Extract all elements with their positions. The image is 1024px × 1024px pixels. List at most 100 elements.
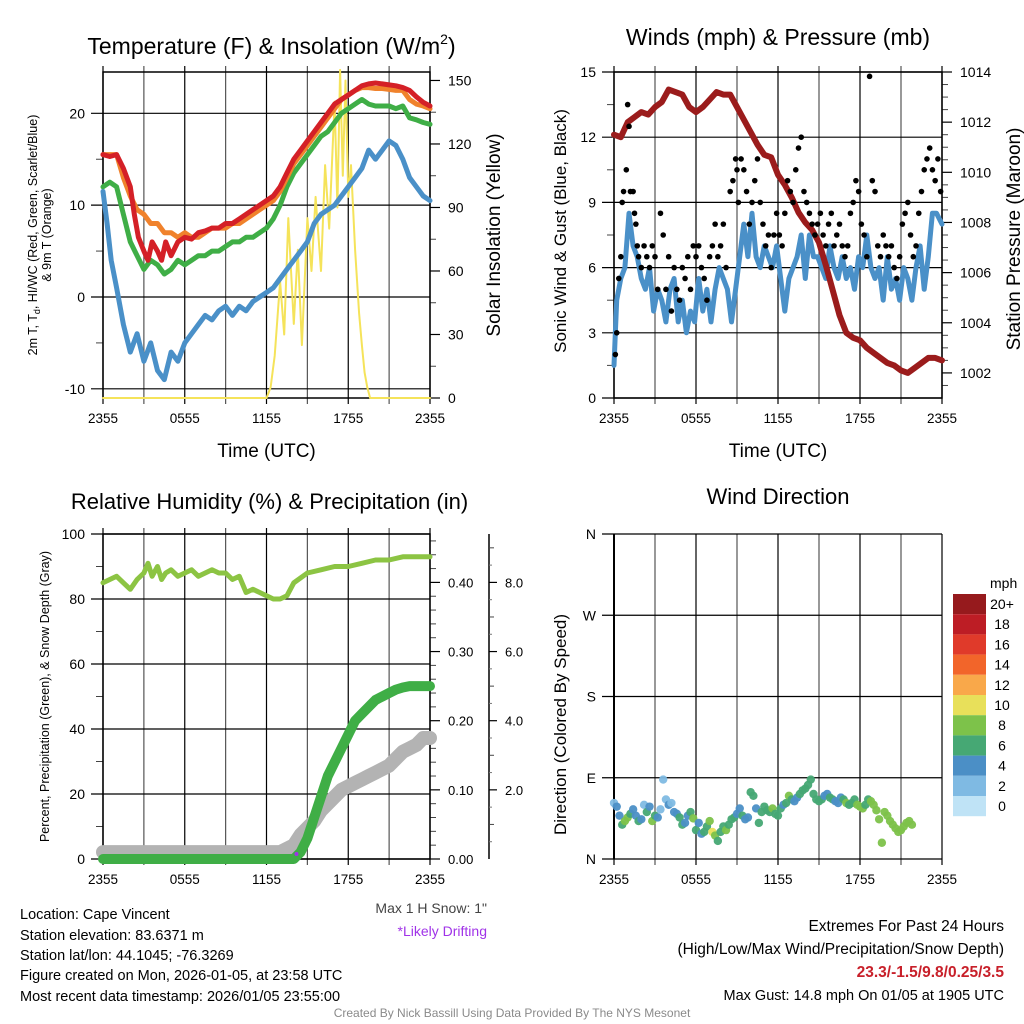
gust-point [693, 253, 699, 260]
direction-point [877, 838, 887, 847]
gust-point [839, 243, 846, 249]
gust-point [820, 232, 826, 238]
gust-point [665, 253, 672, 260]
direction-point [754, 818, 764, 828]
gust-point [638, 264, 645, 271]
gust-point [907, 232, 914, 238]
gust-point [861, 232, 867, 238]
direction-point [628, 805, 638, 814]
gust-point [853, 177, 859, 184]
gust-point [866, 73, 873, 80]
gust-point [833, 232, 840, 238]
gust-point [913, 243, 919, 249]
y3-tick-label: 6.0 [505, 645, 523, 660]
direction-point [612, 802, 621, 811]
gust-point [812, 232, 818, 238]
gust-point [776, 232, 783, 238]
y-tick-label: 9 [588, 194, 596, 210]
gust-point [730, 177, 736, 184]
gust-point [618, 253, 624, 260]
gust-point [649, 243, 656, 249]
y-tick-label: 3 [588, 325, 596, 341]
colorbar-swatch [953, 775, 986, 796]
latlon-label: Station lat/lon: 44.1045; -76.3269 [20, 948, 234, 964]
gust-point [751, 177, 758, 184]
gust-point [760, 221, 766, 227]
y2-tick-label: 120 [448, 136, 472, 152]
gust-point [712, 221, 718, 227]
x-tick-label: 1155 [252, 411, 281, 426]
direction-point [806, 775, 815, 784]
y2-tick-label: 150 [448, 72, 472, 88]
direction-point [680, 818, 690, 828]
elevation-label: Station elevation: 83.6371 m [20, 928, 204, 944]
gust-point [798, 134, 805, 140]
x-tick-label: 0555 [170, 872, 200, 887]
gust-point [706, 253, 713, 260]
gust-point [885, 253, 892, 260]
gust-point [855, 188, 862, 195]
gust-point [915, 210, 922, 217]
y2-axis-title: Solar Insolation (Yellow) [484, 133, 505, 336]
colorbar-swatch [953, 654, 986, 675]
y-tick-label: 40 [69, 721, 85, 737]
gust-point [715, 253, 721, 260]
direction-point [653, 813, 662, 822]
gust-point [631, 210, 638, 217]
colorbar-swatch [953, 796, 986, 817]
gust-point [644, 253, 650, 260]
colorbar-swatch [953, 634, 986, 655]
gust-point [790, 199, 796, 206]
y2-tick-label: 0.10 [448, 783, 473, 798]
y-tick-label: W [583, 607, 597, 623]
series-line-2m-temperature-red- [100, 80, 433, 263]
direction-point [773, 811, 783, 820]
direction-point [659, 775, 668, 784]
gust-point [768, 264, 774, 271]
gust-point [858, 221, 865, 227]
y2-tick-label: 60 [448, 263, 464, 279]
gust-point [888, 243, 895, 249]
plot-frame [613, 71, 943, 399]
gust-point [894, 275, 900, 282]
y2-tick-label: 0.00 [448, 852, 473, 867]
extremes-values: 23.3/-1.5/9.8/0.25/3.5 [856, 964, 1004, 981]
max-gust-label: Max Gust: 14.8 mph On 01/05 at 1905 UTC [723, 988, 1004, 1004]
x-tick-label: 1155 [763, 411, 792, 426]
gust-point [809, 221, 815, 227]
colorbar-title: mph [990, 575, 1017, 591]
series-line-solar-insolation [102, 68, 431, 399]
gust-point [874, 243, 881, 249]
y2-tick-label: 1014 [960, 64, 991, 80]
gust-point [921, 167, 928, 173]
x-tick-label: 1755 [333, 872, 363, 887]
series-line-precipitation-green- [98, 681, 435, 864]
y2-tick-label: 0.20 [448, 714, 473, 729]
gust-point [695, 243, 702, 249]
x-tick-label: 0555 [681, 411, 711, 426]
gust-point [795, 145, 802, 151]
winds-chart: 0 3 6 9 12 15 1002 1004 1006 1008 1010 1012 1014 2355… [551, 24, 1024, 462]
gust-point [723, 264, 729, 271]
x-tick-label: 2355 [88, 411, 118, 426]
gust-point [635, 253, 642, 260]
y-axis-title: Direction (Colored By Speed) [551, 614, 570, 835]
y2-tick-label: 1004 [960, 315, 991, 331]
likely-drifting-annotation: *Likely Drifting [398, 923, 487, 939]
y2-tick-label: 1012 [960, 114, 991, 130]
gust-point [634, 243, 641, 249]
y2-tick-label: 0.30 [448, 645, 473, 660]
gust-point [646, 264, 653, 271]
direction-point [694, 818, 703, 828]
x-tick-label: 2355 [599, 872, 629, 887]
gust-point [932, 177, 938, 184]
colorbar-swatch [953, 695, 986, 716]
y-axis-title: 2m T, Td, HI/WC (Red, Green, Scarlet/Blu… [26, 115, 42, 356]
x-tick-label: 1155 [252, 872, 281, 887]
series-line-station-pressure-maroon- [611, 86, 945, 376]
y2-tick-label: 30 [448, 326, 464, 342]
max-snow-annotation: Max 1 H Snow: 1" [375, 900, 487, 916]
x-tick-label: 2355 [599, 411, 629, 426]
series-line-snow-depth-gray- [96, 731, 437, 860]
direction-point [656, 805, 665, 814]
